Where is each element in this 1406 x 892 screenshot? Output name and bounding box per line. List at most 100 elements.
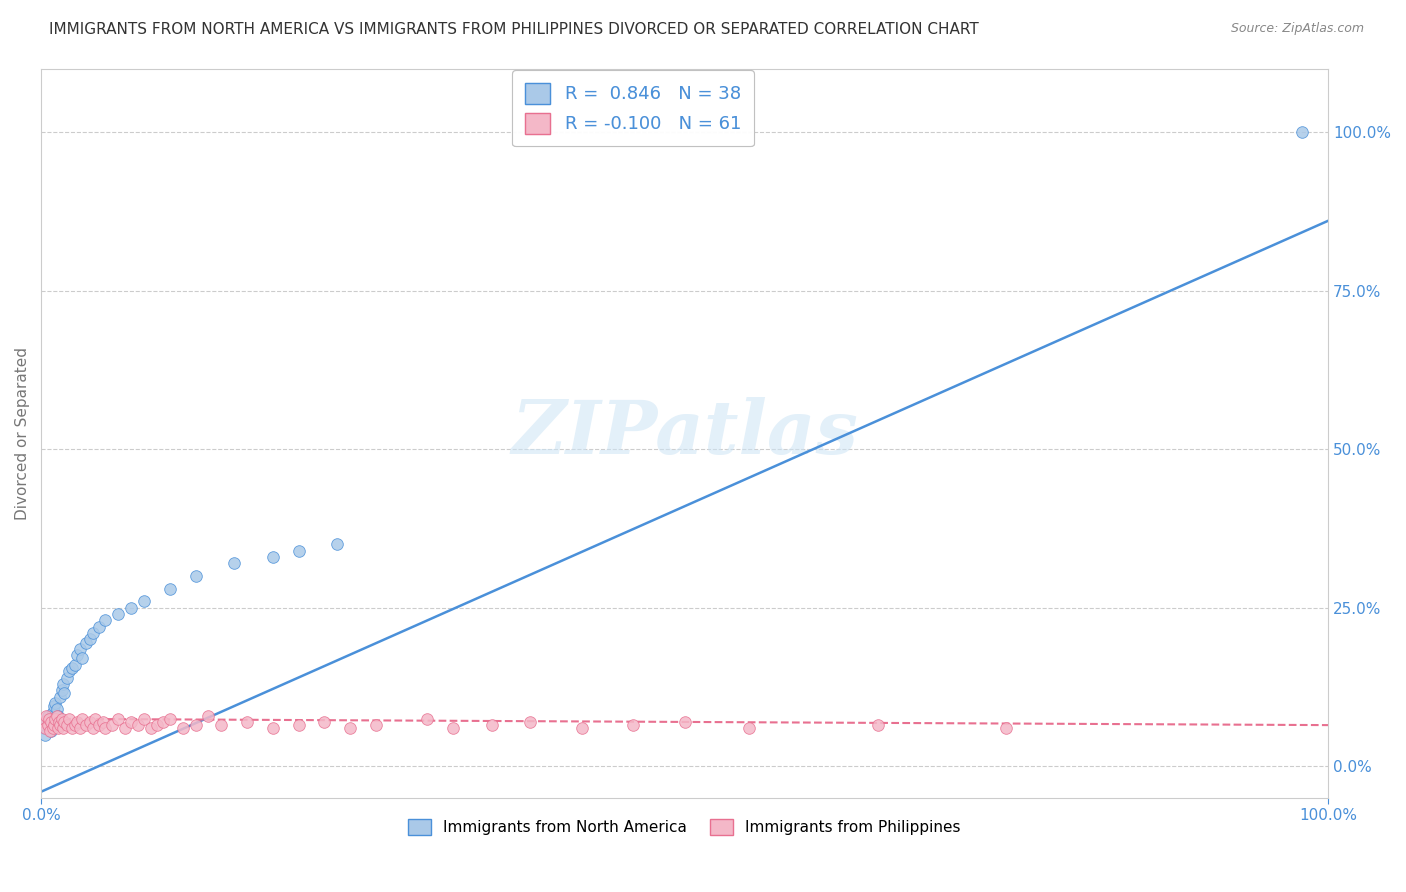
Point: [38, 712, 60, 726]
Point: [79, 632, 101, 647]
Point: [287, 718, 309, 732]
Point: [114, 721, 136, 735]
Point: [51, 712, 73, 726]
Point: [314, 714, 336, 729]
Point: [236, 714, 259, 729]
Point: [53, 714, 76, 729]
Point: [673, 714, 696, 729]
Point: [56, 718, 79, 732]
Point: [481, 718, 503, 732]
Point: [441, 721, 464, 735]
Point: [45, 702, 67, 716]
Point: [66, 714, 89, 729]
Point: [621, 718, 644, 732]
Point: [172, 721, 194, 735]
Point: [107, 712, 129, 726]
Point: [72, 712, 94, 726]
Point: [94, 614, 117, 628]
Point: [159, 712, 181, 726]
Point: [37, 708, 59, 723]
Point: [262, 721, 284, 735]
Point: [79, 714, 101, 729]
Point: [87, 718, 110, 732]
Point: [42, 699, 65, 714]
Point: [49, 718, 72, 732]
Point: [224, 557, 246, 571]
Point: [63, 718, 86, 732]
Point: [519, 714, 541, 729]
Point: [63, 657, 86, 672]
Text: Source: ZipAtlas.com: Source: ZipAtlas.com: [1230, 22, 1364, 36]
Point: [44, 712, 66, 726]
Point: [101, 718, 124, 732]
Point: [32, 721, 55, 735]
Point: [45, 708, 67, 723]
Point: [326, 537, 349, 551]
Legend: R =  0.846   N = 38, R = -0.100   N = 61: R = 0.846 N = 38, R = -0.100 N = 61: [512, 70, 754, 146]
Point: [209, 718, 232, 732]
Point: [42, 718, 65, 732]
Point: [44, 696, 66, 710]
Point: [35, 714, 58, 729]
Point: [46, 721, 69, 735]
Point: [364, 718, 387, 732]
Point: [87, 620, 110, 634]
Point: [132, 594, 155, 608]
Point: [51, 683, 73, 698]
Point: [41, 714, 63, 729]
Point: [37, 718, 59, 732]
Point: [738, 721, 761, 735]
Point: [48, 714, 70, 729]
Point: [69, 721, 91, 735]
Point: [159, 582, 181, 596]
Point: [132, 712, 155, 726]
Point: [995, 721, 1018, 735]
Point: [52, 677, 75, 691]
Point: [39, 712, 62, 726]
Point: [75, 635, 97, 649]
Point: [184, 569, 207, 583]
Point: [34, 721, 56, 735]
Point: [127, 718, 149, 732]
Point: [39, 724, 62, 739]
Point: [91, 714, 114, 729]
Point: [82, 721, 104, 735]
Y-axis label: Divorced or Separated: Divorced or Separated: [15, 347, 30, 520]
Point: [152, 714, 174, 729]
Point: [120, 600, 142, 615]
Point: [56, 671, 79, 685]
Point: [58, 712, 80, 726]
Point: [120, 714, 142, 729]
Point: [75, 718, 97, 732]
Point: [58, 664, 80, 678]
Point: [262, 549, 284, 564]
Point: [46, 708, 69, 723]
Point: [197, 708, 219, 723]
Point: [146, 718, 169, 732]
Point: [94, 721, 117, 735]
Point: [38, 718, 60, 732]
Text: IMMIGRANTS FROM NORTH AMERICA VS IMMIGRANTS FROM PHILIPPINES DIVORCED OR SEPARAT: IMMIGRANTS FROM NORTH AMERICA VS IMMIGRA…: [49, 22, 979, 37]
Point: [107, 607, 129, 621]
Point: [139, 721, 162, 735]
Point: [53, 686, 76, 700]
Text: ZIPatlas: ZIPatlas: [512, 397, 858, 469]
Point: [60, 661, 83, 675]
Point: [866, 718, 889, 732]
Point: [82, 626, 104, 640]
Point: [34, 728, 56, 742]
Point: [1291, 125, 1313, 139]
Point: [416, 712, 439, 726]
Point: [60, 721, 83, 735]
Point: [52, 721, 75, 735]
Point: [69, 642, 91, 657]
Point: [339, 721, 361, 735]
Point: [41, 721, 63, 735]
Point: [41, 706, 63, 720]
Point: [41, 724, 63, 739]
Point: [571, 721, 593, 735]
Point: [49, 690, 72, 704]
Point: [184, 718, 207, 732]
Point: [287, 543, 309, 558]
Point: [84, 712, 107, 726]
